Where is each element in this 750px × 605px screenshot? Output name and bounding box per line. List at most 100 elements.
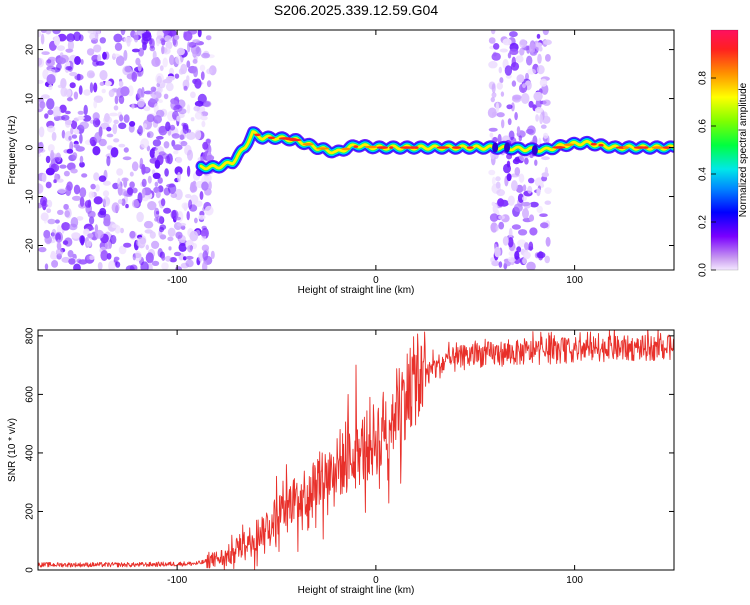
- noise-speckle: [498, 66, 502, 74]
- ridge-hotspot: [389, 146, 394, 149]
- noise-speckle: [158, 99, 163, 104]
- noise-speckle: [192, 58, 198, 64]
- noise-speckle: [536, 65, 545, 75]
- noise-speckle: [538, 46, 543, 52]
- noise-speckle: [106, 252, 112, 260]
- noise-speckle: [498, 261, 503, 268]
- noise-speckle: [38, 183, 44, 194]
- noise-speckle: [62, 240, 69, 246]
- x-tick-label: -100: [167, 575, 187, 586]
- noise-speckle: [116, 168, 124, 176]
- noise-speckle: [102, 190, 110, 198]
- noise-speckle: [518, 135, 522, 142]
- noise-speckle: [68, 223, 78, 231]
- noise-speckle: [203, 100, 212, 108]
- noise-speckle: [539, 213, 548, 217]
- noise-speckle: [512, 94, 522, 100]
- noise-speckle: [57, 209, 64, 215]
- noise-speckle: [146, 131, 154, 139]
- noise-speckle: [205, 35, 212, 41]
- noise-speckle: [70, 168, 78, 174]
- noise-speckle: [194, 100, 204, 107]
- noise-speckle: [201, 52, 211, 59]
- noise-speckle: [186, 211, 190, 221]
- noise-speckle: [189, 230, 199, 242]
- noise-speckle: [173, 144, 183, 151]
- noise-speckle: [126, 38, 131, 47]
- noise-speckle: [63, 170, 70, 177]
- noise-speckle: [503, 261, 511, 267]
- noise-speckle: [157, 177, 163, 184]
- noise-speckle: [198, 214, 206, 220]
- noise-speckle: [162, 57, 168, 68]
- noise-speckle: [110, 147, 119, 158]
- noise-speckle: [102, 196, 111, 207]
- noise-speckle: [41, 94, 50, 99]
- noise-speckle: [165, 41, 173, 50]
- noise-speckle: [545, 54, 551, 62]
- x-tick-label: 100: [566, 575, 583, 586]
- noise-speckle: [158, 151, 166, 156]
- ridge-hotspot: [598, 143, 604, 147]
- noise-speckle: [56, 45, 65, 51]
- noise-speckle: [519, 39, 527, 48]
- noise-speckle: [511, 102, 515, 112]
- noise-speckle: [186, 165, 191, 177]
- noise-speckle: [510, 173, 520, 178]
- noise-speckle: [174, 73, 180, 79]
- noise-speckle: [151, 240, 160, 249]
- noise-speckle: [166, 75, 175, 81]
- noise-speckle: [174, 188, 183, 201]
- noise-speckle: [161, 45, 165, 55]
- snr-x-ticks: -100 0 100: [167, 330, 583, 586]
- noise-speckle: [544, 255, 550, 264]
- ridge-hotspot: [414, 146, 419, 149]
- noise-speckle: [47, 69, 56, 74]
- noise-speckle: [113, 33, 123, 43]
- colorbar-tick-label: 0.6: [698, 119, 709, 133]
- noise-speckle: [131, 48, 140, 53]
- noise-speckle: [55, 248, 64, 256]
- noise-speckle: [98, 175, 107, 182]
- noise-speckle: [71, 195, 82, 201]
- noise-speckle: [173, 251, 182, 257]
- noise-speckle: [104, 241, 112, 250]
- noise-speckle: [542, 99, 551, 106]
- noise-speckle: [193, 105, 200, 112]
- noise-speckle: [146, 190, 151, 196]
- noise-speckle: [94, 132, 102, 143]
- noise-speckle: [44, 263, 49, 270]
- noise-speckle: [534, 107, 544, 114]
- noise-speckle: [69, 82, 76, 89]
- noise-speckle: [192, 39, 200, 43]
- noise-speckle: [78, 85, 83, 95]
- noise-speckle: [93, 196, 103, 205]
- noise-speckle: [79, 196, 85, 207]
- noise-speckle: [544, 200, 552, 205]
- noise-speckle: [38, 79, 44, 84]
- noise-speckle: [506, 173, 512, 182]
- noise-speckle: [149, 231, 156, 239]
- noise-speckle: [141, 164, 146, 175]
- noise-speckle: [76, 216, 84, 221]
- noise-speckle: [183, 85, 188, 91]
- noise-speckle: [202, 261, 208, 270]
- noise-speckle: [161, 255, 166, 261]
- noise-speckle: [541, 156, 550, 161]
- noise-speckle: [120, 30, 126, 36]
- noise-speckle: [56, 242, 62, 250]
- noise-speckle: [87, 30, 97, 34]
- noise-speckle: [502, 236, 509, 246]
- noise-speckle: [137, 125, 143, 136]
- y-tick-label: -10: [25, 189, 36, 204]
- noise-speckle: [123, 114, 130, 123]
- ridge-hotspot: [288, 138, 302, 142]
- noise-speckle: [167, 236, 174, 242]
- noise-speckle: [106, 145, 113, 151]
- noise-speckle: [527, 125, 536, 136]
- snr-y-label: SNR (10 * v/v): [7, 418, 18, 482]
- noise-speckle: [197, 30, 202, 38]
- noise-speckle: [92, 112, 100, 121]
- ridge-hotspot: [267, 136, 276, 140]
- noise-speckle: [190, 91, 196, 99]
